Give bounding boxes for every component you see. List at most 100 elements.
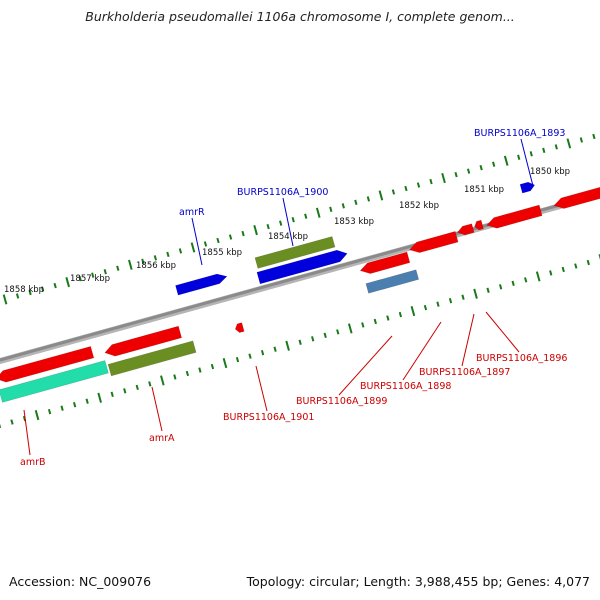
accession-text: Accession: NC_009076: [9, 574, 152, 589]
gene-right-edge[interactable]: [553, 183, 600, 209]
scale-tick-label: 1853 kbp: [334, 217, 374, 227]
scale-ticks-lower: [47, 408, 52, 415]
leader-line-BURPS1106A_1896: [485, 311, 520, 353]
gene-amrA-red[interactable]: [104, 325, 183, 357]
scale-tick-label: 1857 kbp: [70, 274, 110, 284]
gene-BURPS1106A_1897b[interactable]: [474, 219, 484, 231]
cog-block-olive-lower[interactable]: [107, 340, 197, 377]
gene-BURPS1106A_1897[interactable]: [457, 223, 475, 236]
scale-ticks-upper: [304, 213, 308, 219]
scale-ticks-lower: [97, 392, 102, 403]
scale-ticks-upper: [141, 258, 145, 264]
scale-ticks-upper: [554, 144, 558, 150]
scale-ticks-lower: [85, 398, 89, 404]
scale-ticks-lower: [423, 304, 428, 311]
gene-label-BURPS1106A_1898[interactable]: BURPS1106A_1898: [360, 381, 451, 392]
scale-ticks-upper: [466, 168, 471, 174]
scale-ticks-upper: [441, 173, 446, 184]
cog-block-steel[interactable]: [365, 269, 420, 294]
scale-ticks-lower: [235, 356, 240, 363]
leader-line-amrB: [23, 409, 31, 456]
scale-ticks-lower: [511, 280, 515, 287]
gene-BURPS1106A_1893[interactable]: [519, 181, 536, 194]
scale-ticks-lower: [34, 410, 40, 421]
scale-ticks-lower: [386, 315, 390, 321]
scale-ticks-lower: [586, 259, 590, 266]
gene-label-BURPS1106A_1899[interactable]: BURPS1106A_1899: [296, 396, 387, 407]
scale-ticks-upper: [329, 206, 333, 212]
gene-label-BURPS1106A_1901[interactable]: BURPS1106A_1901: [223, 412, 314, 423]
scale-ticks-upper: [178, 248, 183, 254]
leader-line-BURPS1106A_1900: [282, 197, 294, 247]
gene-BURPS1106A_1901[interactable]: [234, 322, 245, 333]
scale-ticks-upper: [65, 277, 70, 288]
scale-tick-label: 1851 kbp: [464, 185, 504, 195]
scale-ticks-upper: [279, 220, 283, 226]
scale-ticks-upper: [253, 225, 258, 236]
scale-ticks-upper: [479, 165, 483, 171]
scale-ticks-lower: [60, 405, 64, 411]
scale-ticks-lower: [273, 346, 277, 352]
scale-ticks-lower: [123, 388, 127, 394]
gene-label-amrA[interactable]: amrA: [149, 433, 175, 444]
scale-ticks-lower: [574, 263, 578, 269]
scale-ticks-upper: [15, 293, 20, 299]
scale-ticks-upper: [579, 137, 584, 143]
scale-ticks-upper: [103, 269, 107, 275]
scale-ticks-lower: [398, 311, 403, 318]
gene-BURPS1106A_1900[interactable]: [256, 249, 348, 285]
cog-block-olive-upper[interactable]: [254, 236, 336, 269]
scale-ticks-upper: [216, 237, 220, 244]
scale-ticks-lower: [486, 287, 490, 293]
scale-ticks-lower: [73, 402, 77, 408]
scale-ticks-upper: [492, 161, 496, 167]
gene-label-BURPS1106A_1900[interactable]: BURPS1106A_1900: [237, 187, 328, 198]
scale-ticks-lower: [135, 384, 139, 391]
scale-ticks-upper: [429, 178, 433, 185]
scale-tick-label: 1854 kbp: [268, 232, 308, 242]
scale-ticks-upper: [78, 275, 82, 282]
scale-ticks-upper: [153, 255, 158, 261]
cog-block-aqua[interactable]: [0, 360, 109, 403]
scale-ticks-lower: [311, 336, 315, 342]
gene-amrR[interactable]: [175, 273, 228, 296]
gene-label-BURPS1106A_1897[interactable]: BURPS1106A_1897: [419, 367, 510, 378]
scale-ticks-upper: [378, 190, 384, 201]
gene-label-amrB[interactable]: amrB: [20, 457, 46, 468]
gene-BURPS1106A_1896[interactable]: [486, 204, 543, 229]
scale-ticks-upper: [291, 217, 295, 223]
scale-ticks-upper: [228, 234, 233, 240]
leader-line-amrR: [191, 217, 203, 266]
scale-ticks-lower: [336, 329, 340, 335]
scale-ticks-upper: [266, 223, 270, 230]
gene-label-BURPS1106A_1893[interactable]: BURPS1106A_1893: [474, 128, 565, 139]
scale-ticks-upper: [416, 182, 421, 188]
gene-BURPS1106A_1899[interactable]: [359, 251, 411, 274]
scale-ticks-lower: [410, 305, 416, 317]
scale-ticks-lower: [173, 374, 177, 380]
scale-tick-label: 1858 kbp: [4, 285, 44, 295]
gene-label-BURPS1106A_1896[interactable]: BURPS1106A_1896: [476, 353, 567, 364]
leader-line-BURPS1106A_1893: [520, 138, 534, 187]
scale-ticks-lower: [323, 332, 327, 339]
gene-BURPS1106A_1898[interactable]: [408, 231, 459, 253]
scale-ticks-lower: [436, 301, 440, 307]
scale-ticks-lower: [373, 318, 377, 325]
scale-ticks-upper: [341, 203, 345, 209]
scale-ticks-upper: [315, 207, 321, 218]
gene-label-amrR[interactable]: amrR: [179, 207, 205, 218]
scale-tick-label: 1855 kbp: [202, 248, 242, 258]
scale-ticks-upper: [454, 171, 458, 178]
scale-ticks-lower: [498, 284, 503, 290]
scale-ticks-lower: [549, 270, 553, 276]
scale-ticks-lower: [561, 266, 565, 273]
leader-line-amrA: [151, 386, 163, 432]
scale-ticks-lower: [448, 298, 453, 304]
scale-ticks-lower: [10, 419, 14, 425]
scale-ticks-upper: [40, 286, 45, 292]
leader-line-BURPS1106A_1901: [255, 365, 268, 412]
scale-ticks-lower: [347, 323, 353, 334]
scale-ticks-lower: [198, 367, 202, 373]
gene-amrB-red[interactable]: [0, 345, 95, 383]
